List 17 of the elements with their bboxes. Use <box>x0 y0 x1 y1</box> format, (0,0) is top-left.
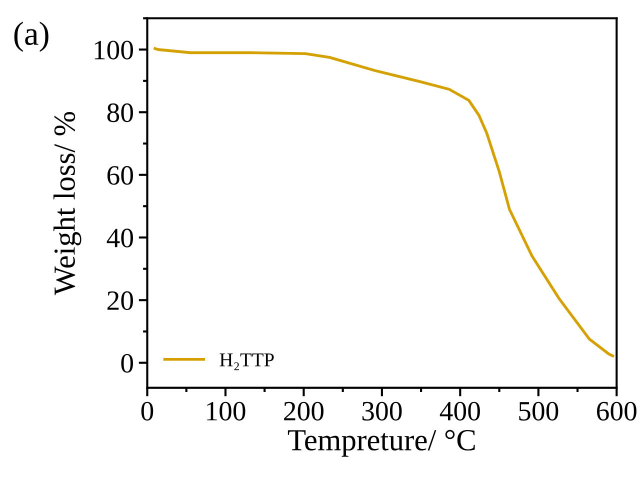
x-tick-label: 200 <box>284 402 324 421</box>
text: (a) <box>14 22 48 52</box>
x-tick-label: 500 <box>519 402 558 421</box>
x-tick-label: 300 <box>362 402 402 421</box>
y-tick-label: 60 <box>107 166 133 185</box>
x-axis-title: Tempreture/ °C <box>288 430 475 457</box>
x-tick-label: 100 <box>207 402 246 421</box>
legend-label: H₂TTP <box>220 353 274 370</box>
y-tick-label: 80 <box>107 103 133 122</box>
y-tick-label: 20 <box>107 291 133 310</box>
x-tick-label: 0 <box>141 402 154 421</box>
x-tick-label: 400 <box>440 402 480 421</box>
y-tick-label: 40 <box>106 228 133 248</box>
x-tick-label: 600 <box>596 402 636 421</box>
y-axis-title: Weight loss/ % <box>53 112 82 296</box>
y-tick-label: 100 <box>94 40 133 60</box>
y-tick-label: 0 <box>121 354 133 373</box>
